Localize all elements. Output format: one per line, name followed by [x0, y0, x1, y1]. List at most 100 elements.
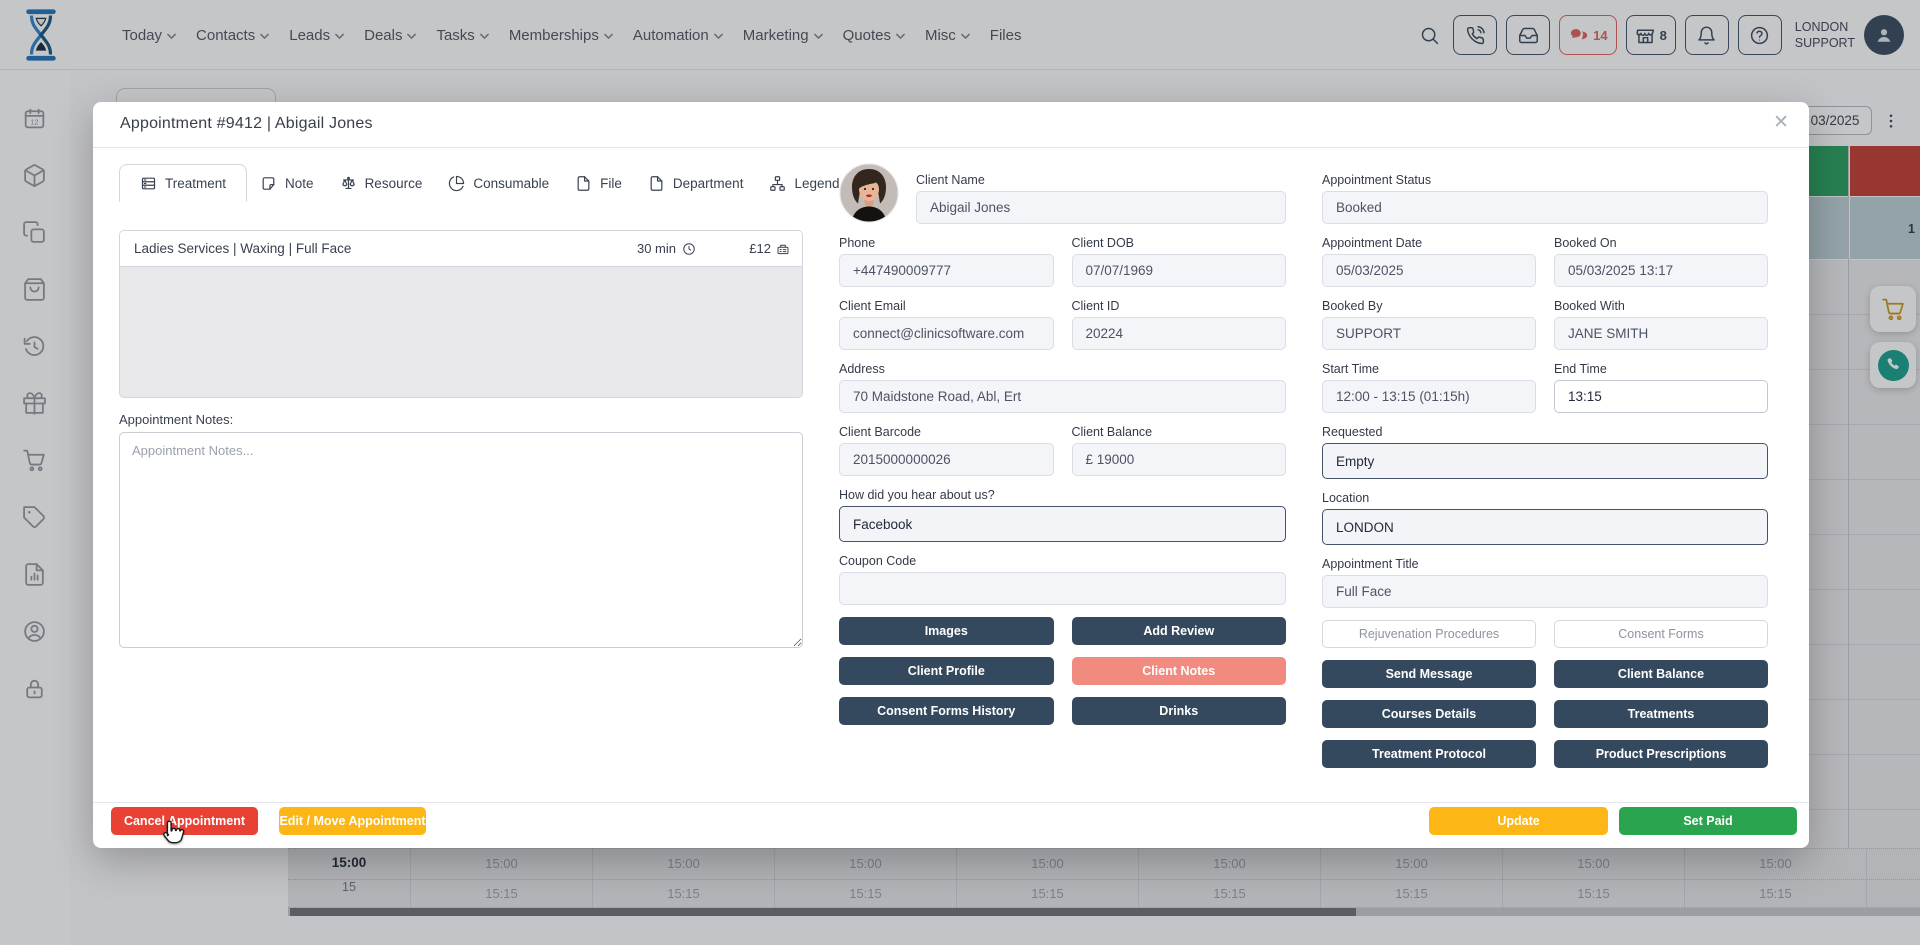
sidebar-item-gifts[interactable]	[22, 391, 48, 417]
field-value-location[interactable]: LONDON	[1322, 509, 1768, 545]
appointment-buttons-grid: Rejuvenation Procedures Consent Forms Send…	[1322, 620, 1768, 768]
tab-note[interactable]: Note	[247, 164, 327, 202]
appointment-notes-textarea[interactable]	[119, 432, 803, 648]
close-button[interactable]: ✕	[1773, 112, 1789, 133]
field-value-booked-with[interactable]: JANE SMITH	[1554, 317, 1768, 350]
send-message-button[interactable]: Send Message	[1322, 660, 1536, 688]
sidebar-item-vouchers[interactable]	[22, 505, 48, 531]
field-value-how-did-you-hear-about-us[interactable]: Facebook	[839, 506, 1286, 542]
inbox-button[interactable]	[1506, 15, 1551, 55]
rejuvenation-procedures-button[interactable]: Rejuvenation Procedures	[1322, 620, 1536, 648]
call-button[interactable]	[1870, 342, 1916, 388]
field-value-phone[interactable]: +447490009777	[839, 254, 1054, 287]
client-notes-button[interactable]: Client Notes	[1071, 657, 1286, 685]
sidebar-item-reports[interactable]	[22, 562, 48, 588]
horizontal-scrollbar-thumb[interactable]	[290, 908, 1356, 916]
field-booked-by: Booked By SUPPORT	[1322, 299, 1536, 350]
treatment-row[interactable]: Ladies Services | Waxing | Full Face 30 …	[120, 231, 802, 267]
edit-move-appointment-button[interactable]: Edit / Move Appointment	[279, 807, 426, 835]
search-icon[interactable]	[1414, 20, 1444, 50]
app-logo-icon[interactable]	[22, 8, 60, 62]
treatment-duration: 30 min	[637, 241, 696, 256]
field-value-booked-on[interactable]: 05/03/2025 13:17	[1554, 254, 1768, 287]
field-label-requested: Requested	[1322, 425, 1383, 439]
user-avatar[interactable]	[1864, 15, 1904, 55]
nav-item-misc[interactable]: Misc	[925, 27, 970, 44]
tab-resource[interactable]: Resource	[327, 164, 436, 202]
add-review-button[interactable]: Add Review	[1071, 617, 1286, 645]
tab-legend[interactable]: Legend	[756, 164, 852, 202]
courses-details-button[interactable]: Courses Details	[1322, 700, 1536, 728]
client-profile-button[interactable]: Client Profile	[839, 657, 1054, 685]
field-value-appointment-date[interactable]: 05/03/2025	[1322, 254, 1536, 287]
nav-item-today[interactable]: Today	[122, 27, 176, 44]
treatment-protocol-button[interactable]: Treatment Protocol	[1322, 740, 1536, 768]
field-value-end-time[interactable]: 13:15	[1554, 380, 1768, 413]
tab-consumable[interactable]: Consumable	[435, 164, 562, 202]
field-value-appointment-status[interactable]: Booked	[1322, 191, 1768, 224]
field-value-booked-by[interactable]: SUPPORT	[1322, 317, 1536, 350]
sidebar-item-clients[interactable]	[22, 619, 48, 645]
consent-forms-history-button[interactable]: Consent Forms History	[839, 697, 1054, 725]
sidebar-item-duplicates[interactable]	[22, 220, 48, 246]
field-value-client-name[interactable]: Abigail Jones	[916, 191, 1286, 224]
field-value-coupon-code[interactable]	[839, 572, 1286, 605]
nav-item-label: Today	[122, 26, 163, 44]
calendar-event-teal[interactable]	[1850, 197, 1920, 259]
field-value-client-email[interactable]: connect@clinicsoftware.com	[839, 317, 1054, 350]
field-value-appointment-title[interactable]: Full Face	[1322, 575, 1768, 608]
nav-item-tasks[interactable]: Tasks	[436, 27, 489, 44]
nav-item-deals[interactable]: Deals	[364, 27, 417, 44]
treatments-button[interactable]: Treatments	[1554, 700, 1768, 728]
update-button[interactable]: Update	[1429, 807, 1608, 835]
cancel-appointment-button[interactable]: Cancel Appointment	[111, 807, 258, 835]
time-cell: 15:15	[1321, 879, 1503, 908]
nav-item-memberships[interactable]: Memberships	[509, 27, 613, 44]
sidebar-item-packages[interactable]	[22, 163, 48, 189]
client-fields-column: Client Name Abigail Jones Phone +4474900097…	[839, 163, 1286, 725]
sidebar-item-history[interactable]	[22, 334, 48, 360]
nav-item-files[interactable]: Files	[990, 27, 1022, 44]
nav-item-contacts[interactable]: Contacts	[196, 27, 270, 44]
help-button[interactable]	[1737, 15, 1782, 55]
field-value-client-id[interactable]: 20224	[1071, 317, 1286, 350]
tab-file[interactable]: File	[562, 164, 635, 202]
till-button[interactable]: 8	[1625, 15, 1676, 55]
chevron-down-icon	[167, 32, 176, 41]
set-paid-button[interactable]: Set Paid	[1619, 807, 1797, 835]
calendar-column-divider	[1848, 146, 1849, 908]
file-icon	[575, 175, 592, 192]
sidebar-item-security[interactable]	[22, 676, 48, 702]
field-value-client-dob[interactable]: 07/07/1969	[1071, 254, 1286, 287]
phone-button[interactable]	[1453, 15, 1498, 55]
user-role: SUPPORT	[1794, 36, 1855, 50]
field-value-client-balance[interactable]: £ 19000	[1071, 443, 1286, 476]
nav-item-quotes[interactable]: Quotes	[843, 27, 905, 44]
tab-department[interactable]: Department	[635, 164, 757, 202]
product-prescriptions-button[interactable]: Product Prescriptions	[1554, 740, 1768, 768]
sidebar-item-cart[interactable]	[22, 448, 48, 474]
calendar-event-red[interactable]	[1850, 146, 1920, 196]
notifications-button[interactable]	[1684, 15, 1729, 55]
nav-item-automation[interactable]: Automation	[633, 27, 723, 44]
sidebar-item-calendar[interactable]: 12	[22, 106, 48, 132]
calendar-view-tab[interactable]	[116, 88, 276, 104]
sidebar-item-shop[interactable]	[22, 277, 48, 303]
messages-button[interactable]: 14	[1559, 15, 1617, 55]
images-button[interactable]: Images	[839, 617, 1054, 645]
field-value-requested[interactable]: Empty	[1322, 443, 1768, 479]
nav-item-leads[interactable]: Leads	[289, 27, 344, 44]
time-cell: 15:15	[593, 879, 775, 908]
svg-text:12: 12	[31, 118, 39, 126]
field-value-client-barcode[interactable]: 2015000000026	[839, 443, 1054, 476]
field-appointment-status: Appointment Status Booked	[1322, 173, 1768, 224]
tab-treatment[interactable]: Treatment	[119, 164, 248, 202]
kebab-icon[interactable]	[1882, 107, 1900, 135]
consent-forms-button[interactable]: Consent Forms	[1554, 620, 1768, 648]
field-value-start-time[interactable]: 12:00 - 13:15 (01:15h)	[1322, 380, 1536, 413]
field-value-address[interactable]: 70 Maidstone Road, Abl, Ert	[839, 380, 1286, 413]
drinks-button[interactable]: Drinks	[1071, 697, 1286, 725]
client-balance-button[interactable]: Client Balance	[1554, 660, 1768, 688]
cart-button[interactable]	[1870, 286, 1916, 332]
nav-item-marketing[interactable]: Marketing	[743, 27, 823, 44]
